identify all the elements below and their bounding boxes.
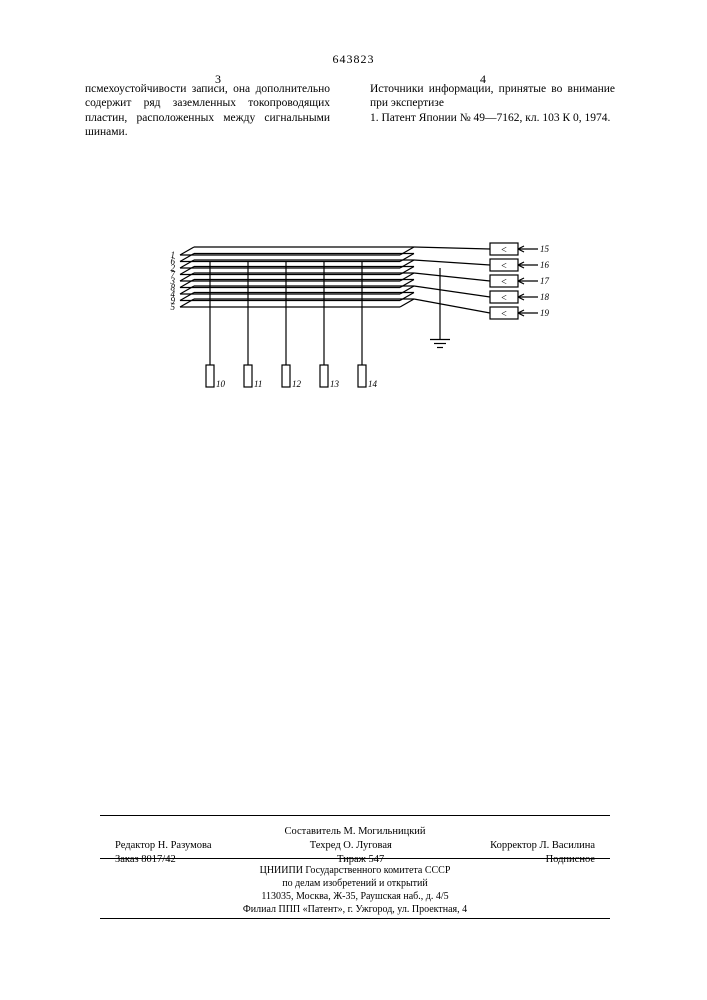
svg-text:16: 16 <box>540 260 550 270</box>
svg-text:14: 14 <box>368 379 378 389</box>
svg-text:11: 11 <box>254 379 262 389</box>
svg-text:17: 17 <box>540 276 550 286</box>
tech-editor: Техред О. Луговая <box>310 839 392 853</box>
page: 643823 3 4 псмехоустойчивости записи, он… <box>0 0 707 1000</box>
svg-text:13: 13 <box>330 379 340 389</box>
compiler: Составитель М. Могильницкий <box>100 825 610 839</box>
imprint-line: Филиал ППП «Патент», г. Ужгород, ул. Про… <box>100 903 610 916</box>
svg-text:<: < <box>501 293 507 304</box>
column-right: Источники информации, принятые во вниман… <box>370 82 615 125</box>
imprint-line: ЦНИИПИ Государственного комитета СССР <box>100 864 610 877</box>
svg-text:10: 10 <box>216 379 226 389</box>
circuit-diagram: 1627384951011121314<15<16<17<18<19 <box>140 225 560 425</box>
svg-text:5: 5 <box>171 302 176 312</box>
reference-1: 1. Патент Японии № 49—7162, кл. 103 К 0,… <box>370 112 610 124</box>
editor: Редактор Н. Разумова <box>115 839 212 853</box>
svg-text:12: 12 <box>292 379 302 389</box>
divider <box>100 918 610 919</box>
divider <box>100 815 610 816</box>
svg-text:<: < <box>501 309 507 320</box>
svg-text:15: 15 <box>540 244 550 254</box>
divider <box>100 858 610 859</box>
svg-text:<: < <box>501 261 507 272</box>
imprint-line: по делам изобретений и открытий <box>100 877 610 890</box>
corrector: Корректор Л. Василина <box>490 839 595 853</box>
svg-text:18: 18 <box>540 292 550 302</box>
column-left: псмехоустойчивости записи, она дополните… <box>85 82 330 140</box>
sources-header: Источники информации, принятые во вниман… <box>370 83 615 109</box>
svg-text:<: < <box>501 245 507 256</box>
svg-text:<: < <box>501 277 507 288</box>
svg-text:19: 19 <box>540 308 550 318</box>
imprint-line: 113035, Москва, Ж-35, Раушская наб., д. … <box>100 890 610 903</box>
doc-number: 643823 <box>0 52 707 67</box>
credits-block: Составитель М. Могильницкий Редактор Н. … <box>100 825 610 868</box>
imprint-block: ЦНИИПИ Государственного комитета СССР по… <box>100 864 610 916</box>
